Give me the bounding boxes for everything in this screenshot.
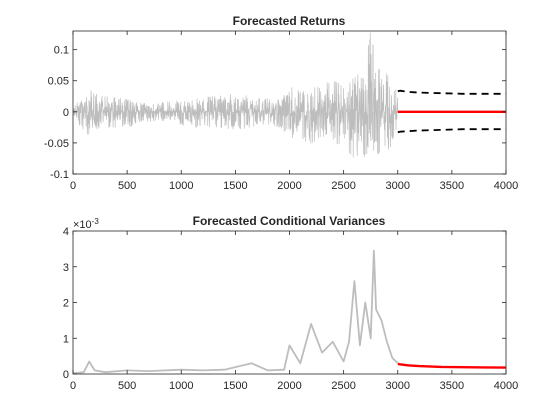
chart-returns-series-2-line [397,89,506,95]
chart-returns-plot-area [73,32,506,158]
chart-variances-x-tick-label: 3500 [440,380,464,392]
chart-variances-series-group [73,249,506,374]
chart-variances-x-tick-label: 1000 [169,380,193,392]
chart-returns-series-3-line [397,128,506,134]
chart-variances-y-multiplier-exponent: -3 [92,217,100,226]
chart-returns-x-tick-label: 1000 [169,180,193,192]
chart-returns-x-tick-label: 3000 [386,180,410,192]
chart-returns-y-tick-label: 0 [63,107,69,119]
chart-returns-x-tick-label: 0 [70,180,76,192]
chart-variances-y-tick-label: 3 [63,262,69,274]
chart-variances-x-tick-label: 3000 [386,380,410,392]
chart-returns-y-tick-label: 0.1 [54,45,69,57]
chart-variances-axes-box [72,230,507,375]
chart-variances-x-tick-label: 4000 [494,380,518,392]
chart-variances-x-tick-label: 2000 [277,380,301,392]
chart-variances-x-tick-label: 1500 [223,380,247,392]
chart-returns-x-tick-label: 3500 [440,180,464,192]
chart-variances-x-tick-label: 0 [70,380,76,392]
chart-returns-series-group [73,32,506,158]
chart-variances-y-multiplier: ×10-3 [73,217,99,231]
chart-returns-ticks: 0 500 1000 1500 2000 2500 3000 3500 4000 -0.1 -0.0… [44,31,518,192]
chart-variances-series-0-line [73,249,399,374]
chart-variances-y-tick-label: 1 [63,333,69,345]
chart-variances-title: Forecasted Conditional Variances [193,214,386,228]
chart-variances: Forecasted Conditional Variances ×10-3 0… [63,214,518,392]
chart-returns-x-tick-label: 500 [118,180,136,192]
chart-returns: Forecasted Returns 0 500 1000 1500 2000 2500 3… [44,14,518,192]
chart-returns-y-tick-label: -0.05 [44,138,69,150]
chart-returns-series-0-line [73,32,399,158]
chart-returns-x-tick-label: 2500 [331,180,355,192]
chart-returns-x-tick-label: 4000 [494,180,518,192]
chart-variances-y-tick-label: 0 [63,369,69,381]
chart-variances-y-multiplier-base: ×10 [73,219,92,231]
chart-variances-y-tick-label: 2 [63,298,69,310]
chart-variances-ticks: 0 500 1000 1500 2000 2500 3000 3500 4000 0 1 2 3 4 [63,226,518,392]
chart-variances-y-tick-label: 4 [63,226,69,238]
chart-variances-plot-area [73,249,506,374]
chart-variances-x-tick-label: 500 [118,380,136,392]
chart-variances-x-tick-label: 2500 [331,380,355,392]
chart-variances-series-1-line [397,362,506,369]
chart-returns-x-tick-label: 1500 [223,180,247,192]
chart-returns-x-tick-label: 2000 [277,180,301,192]
chart-returns-y-tick-label: 0.05 [48,76,69,88]
chart-returns-title: Forecasted Returns [233,14,346,28]
chart-returns-y-tick-label: -0.1 [50,169,69,181]
